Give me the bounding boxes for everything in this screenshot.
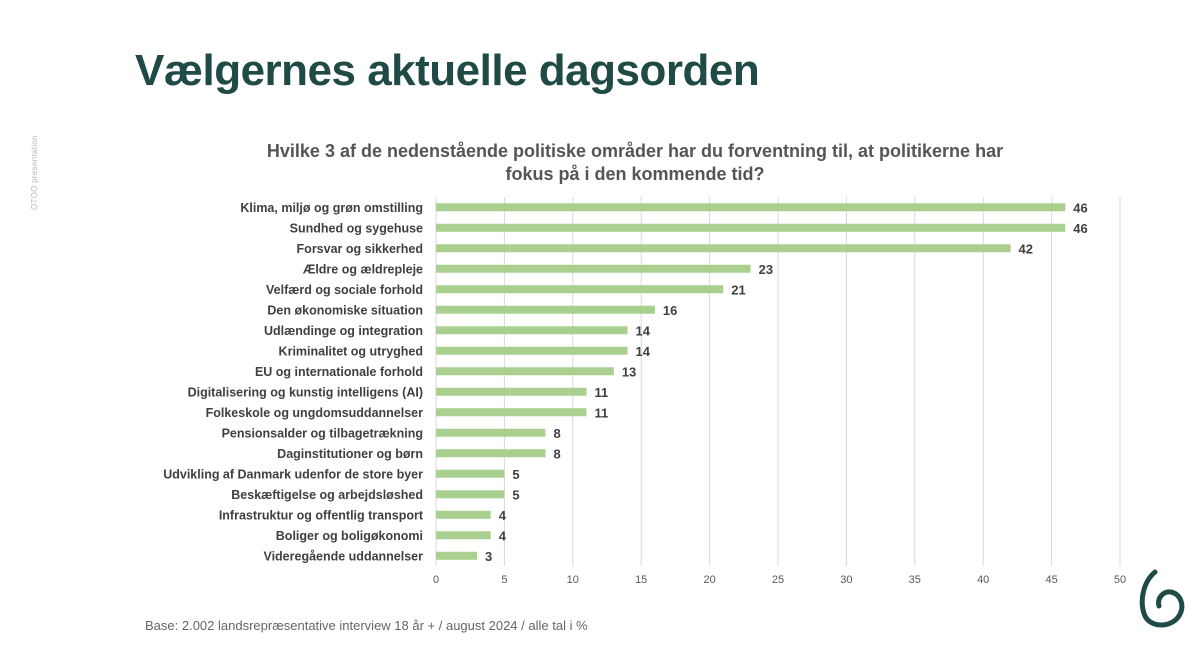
bar: [436, 490, 505, 499]
bar: [436, 408, 587, 417]
bar: [436, 346, 628, 355]
category-label: Videregående uddannelser: [263, 549, 423, 563]
category-label: Ældre og ældrepleje: [303, 262, 423, 276]
bar: [436, 367, 614, 376]
category-label: Udvikling af Danmark udenfor de store by…: [163, 467, 423, 481]
data-label: 21: [731, 282, 745, 297]
page-title: Vælgernes aktuelle dagsorden: [135, 46, 760, 95]
bar: [436, 203, 1066, 212]
category-label: Velfærd og sociale forhold: [266, 283, 423, 297]
x-tick-label: 15: [635, 574, 647, 586]
bar: [436, 326, 628, 335]
bar: [436, 305, 655, 314]
bar: [436, 244, 1011, 253]
category-label: Boliger og boligøkonomi: [276, 529, 423, 543]
data-label: 8: [553, 446, 560, 461]
category-label: Pensionsalder og tilbagetrækning: [222, 426, 423, 440]
x-tick-label: 10: [567, 574, 579, 586]
bar: [436, 264, 751, 273]
bar: [436, 531, 491, 540]
data-label: 14: [636, 344, 651, 359]
chart-title-line-2: fokus på i den kommende tid?: [505, 164, 765, 184]
x-tick-label: 0: [433, 574, 439, 586]
bar: [436, 387, 587, 396]
x-tick-label: 30: [840, 574, 852, 586]
category-label: Beskæftigelse og arbejdsløshed: [231, 488, 423, 502]
x-tick-label: 5: [501, 574, 507, 586]
x-tick-label: 25: [772, 574, 784, 586]
data-label: 4: [499, 528, 507, 543]
footnote: Base: 2.002 landsrepræsentative intervie…: [145, 618, 588, 633]
category-label: Folkeskole og ungdomsuddannelser: [206, 406, 424, 420]
chart-title: Hvilke 3 af de nedenstående politiske om…: [235, 140, 1035, 186]
data-label: 11: [594, 385, 608, 400]
x-tick-label: 40: [977, 574, 989, 586]
x-tick-label: 45: [1045, 574, 1057, 586]
data-label: 14: [636, 323, 651, 338]
bar: [436, 510, 491, 519]
bar: [436, 449, 546, 458]
brand-logo: [1139, 569, 1185, 628]
data-label: 46: [1073, 200, 1087, 215]
category-label: EU og internationale forhold: [255, 365, 423, 379]
x-tick-label: 35: [909, 574, 921, 586]
bar: [436, 428, 546, 437]
data-label: 5: [512, 487, 519, 502]
bar: [436, 285, 724, 294]
bar: [436, 223, 1066, 232]
data-label: 13: [622, 364, 636, 379]
chart-title-line-1: Hvilke 3 af de nedenstående politiske om…: [266, 141, 1004, 161]
data-label: 3: [485, 549, 492, 564]
data-label: 42: [1019, 241, 1033, 256]
data-label: 23: [759, 262, 773, 277]
category-label: Klima, miljø og grøn omstilling: [240, 201, 423, 215]
data-label: 11: [594, 405, 608, 420]
data-label: 16: [663, 303, 677, 318]
data-label: 46: [1073, 221, 1087, 236]
category-label: Sundhed og sygehuse: [290, 221, 423, 235]
category-label: Digitalisering og kunstig intelligens (A…: [188, 385, 423, 399]
x-tick-label: 50: [1114, 574, 1126, 586]
data-label: 4: [499, 508, 507, 523]
data-label: 5: [512, 467, 519, 482]
category-label: Udlændinge og integration: [264, 324, 423, 338]
bar: [436, 551, 478, 560]
bar: [436, 469, 505, 478]
category-label: Daginstitutioner og børn: [277, 447, 423, 461]
category-label: Forsvar og sikkerhed: [297, 242, 423, 256]
category-label: Infrastruktur og offentlig transport: [219, 508, 424, 522]
category-label: Kriminalitet og utryghed: [279, 344, 423, 358]
category-label: Den økonomiske situation: [267, 303, 423, 317]
x-tick-label: 20: [703, 574, 715, 586]
data-label: 8: [553, 426, 560, 441]
